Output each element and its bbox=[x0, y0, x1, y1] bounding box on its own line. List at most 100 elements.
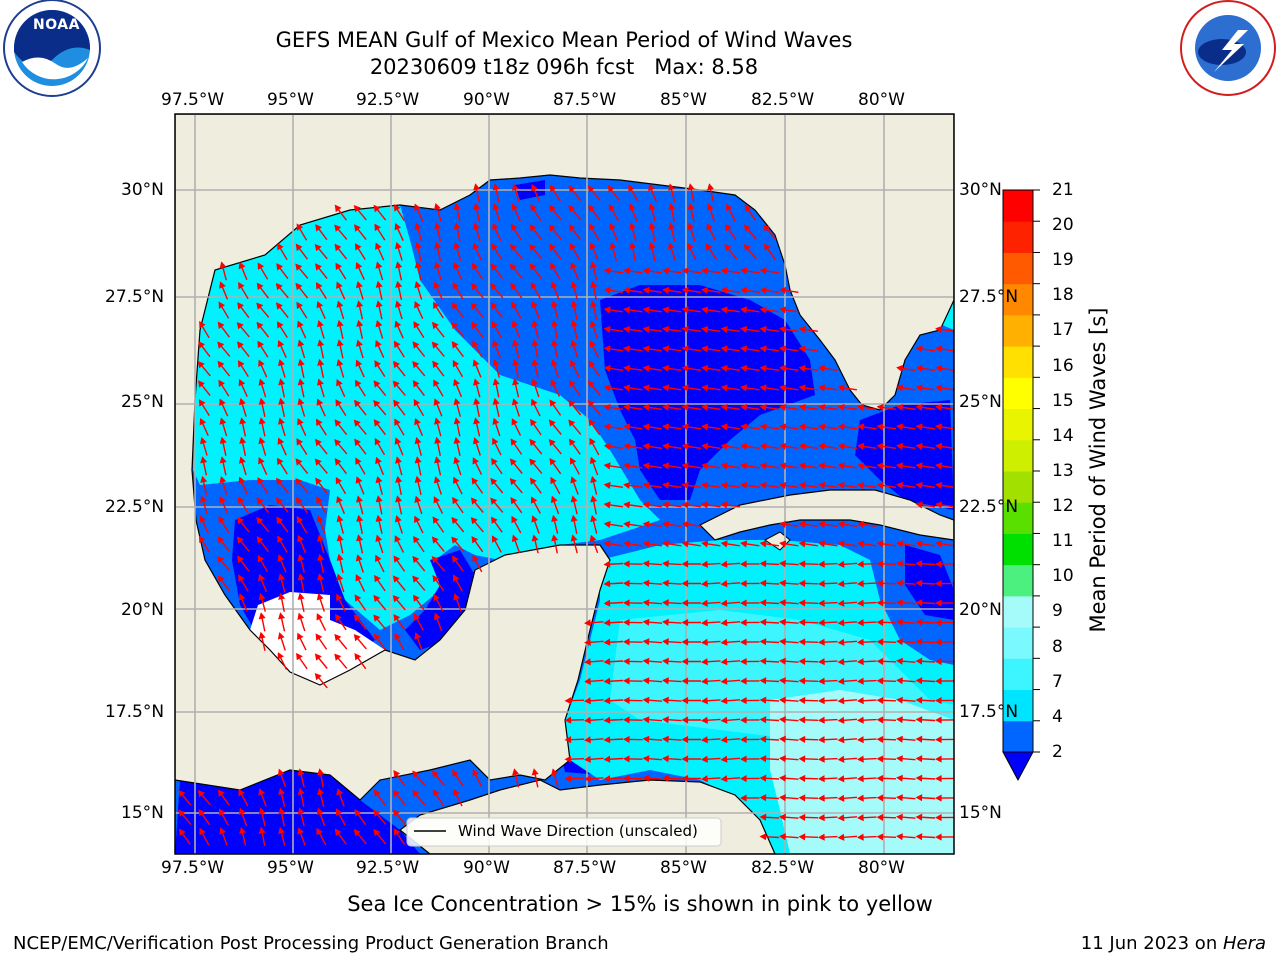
wind-arrow-head bbox=[197, 360, 205, 369]
wind-arrow-head bbox=[896, 774, 903, 782]
wind-arrow-head bbox=[662, 560, 669, 568]
wind-arrow-head bbox=[779, 423, 787, 431]
wind-arrow-head bbox=[818, 462, 826, 470]
wind-arrow-head bbox=[623, 442, 631, 450]
wind-arrow-head bbox=[297, 358, 305, 366]
wind-arrow-head bbox=[584, 638, 591, 646]
wind-arrow-head bbox=[706, 223, 713, 231]
wind-arrow-head bbox=[314, 438, 322, 447]
wind-arrow-head bbox=[701, 677, 708, 685]
wind-arrow-head bbox=[740, 462, 748, 470]
wind-arrow-head bbox=[217, 341, 225, 349]
wind-arrow-head bbox=[759, 325, 767, 333]
wind-arrow-head bbox=[510, 497, 518, 505]
wind-arrow-head bbox=[198, 341, 205, 349]
wind-arrow-head bbox=[373, 633, 381, 641]
wind-arrow-head bbox=[200, 475, 208, 483]
wind-arrow-head bbox=[570, 457, 577, 465]
wind-arrow-head bbox=[414, 203, 421, 211]
wind-arrow-head bbox=[297, 768, 305, 776]
wind-arrow-head bbox=[509, 458, 517, 466]
wind-arrow-head bbox=[356, 495, 363, 503]
wind-arrow-head bbox=[473, 202, 481, 210]
x-tick-top: 97.5°W bbox=[161, 90, 225, 110]
wind-arrow-head bbox=[701, 560, 708, 568]
wind-arrow-head bbox=[336, 514, 344, 523]
wind-arrow-head bbox=[353, 224, 361, 232]
wind-arrow-head bbox=[256, 302, 264, 310]
wind-arrow-head bbox=[759, 462, 767, 470]
wind-arrow-head bbox=[471, 536, 479, 544]
wind-arrow-head bbox=[623, 560, 630, 568]
wind-arrow-head bbox=[759, 774, 767, 782]
colorbar-segment bbox=[1003, 658, 1033, 691]
x-tick-top: 82.5°W bbox=[751, 90, 815, 110]
wind-arrow-head bbox=[915, 657, 923, 665]
wind-arrow-head bbox=[512, 339, 519, 347]
wind-arrow-head bbox=[588, 360, 596, 368]
wind-arrow-head bbox=[374, 223, 381, 232]
wind-arrow-head bbox=[297, 534, 304, 543]
wind-arrow-head bbox=[218, 379, 225, 388]
wind-arrow-head bbox=[453, 476, 460, 485]
wind-arrow-head bbox=[394, 320, 402, 328]
wind-arrow-head bbox=[720, 599, 728, 607]
wind-arrow-head bbox=[590, 514, 598, 523]
wind-arrow-head bbox=[642, 677, 650, 685]
colorbar-tick: 19 bbox=[1052, 250, 1074, 270]
wind-arrow-head bbox=[297, 553, 305, 562]
wind-arrow-head bbox=[628, 203, 636, 211]
wind-arrow-head bbox=[857, 481, 865, 489]
wind-arrow-head bbox=[642, 716, 650, 724]
colorbar-tick: 7 bbox=[1052, 672, 1063, 692]
wind-arrow-head bbox=[701, 423, 709, 431]
wind-arrow-head bbox=[551, 300, 558, 308]
chart-subtitle: 20230609 t18z 096h fcst Max: 8.58 bbox=[369, 55, 759, 79]
wind-arrow-head bbox=[568, 399, 576, 408]
wind-arrow-head bbox=[394, 222, 402, 231]
wind-arrow-head bbox=[837, 697, 845, 705]
wind-arrow-head bbox=[642, 774, 650, 782]
wind-arrow-head bbox=[393, 614, 401, 622]
colorbar-segment bbox=[1003, 408, 1033, 441]
wind-arrow-head bbox=[414, 436, 422, 445]
wind-arrow-head bbox=[740, 481, 748, 489]
wind-arrow-head bbox=[199, 827, 206, 836]
footer-credit: NCEP/EMC/Verification Post Processing Pr… bbox=[13, 933, 609, 954]
wind-arrow-head bbox=[584, 619, 591, 627]
wind-arrow-head bbox=[258, 826, 266, 834]
wind-arrow-head bbox=[531, 378, 539, 386]
wind-arrow-head bbox=[258, 788, 266, 796]
wind-arrow-head bbox=[511, 534, 519, 543]
wind-arrow-head bbox=[818, 658, 825, 666]
colorbar-segment bbox=[1003, 471, 1033, 503]
y-tick-right: 27.5°N bbox=[959, 287, 1019, 307]
wind-arrow-head bbox=[628, 184, 635, 192]
wind-arrow-head bbox=[837, 423, 845, 431]
wind-arrow-head bbox=[681, 774, 689, 783]
wind-arrow-head bbox=[432, 301, 440, 310]
wind-arrow-head bbox=[316, 496, 323, 504]
wind-arrow-head bbox=[603, 638, 611, 646]
wind-arrow-head bbox=[720, 501, 728, 509]
wind-arrow-head bbox=[642, 423, 650, 431]
wind-arrow-head bbox=[238, 398, 246, 406]
wind-arrow-head bbox=[374, 437, 382, 446]
wind-arrow-head bbox=[529, 438, 537, 447]
wind-arrow-head bbox=[935, 599, 942, 607]
wind-arrow-head bbox=[277, 359, 285, 367]
wind-arrow-head bbox=[492, 183, 500, 191]
wind-arrow-head bbox=[720, 345, 728, 353]
wind-arrow-head bbox=[798, 462, 806, 470]
wind-arrow-head bbox=[277, 437, 285, 445]
wind-arrow-head bbox=[218, 301, 226, 309]
wind-arrow-head bbox=[452, 282, 459, 290]
wind-arrow-head bbox=[452, 496, 459, 505]
wind-arrow-head bbox=[759, 618, 767, 626]
wind-arrow-head bbox=[530, 281, 538, 290]
wind-arrow-head bbox=[779, 286, 787, 294]
wind-arrow-head bbox=[199, 320, 206, 329]
sea-ice-note: Sea Ice Concentration > 15% is shown in … bbox=[347, 892, 933, 916]
wind-arrow-head bbox=[530, 204, 537, 212]
wind-arrow-head bbox=[276, 321, 284, 329]
